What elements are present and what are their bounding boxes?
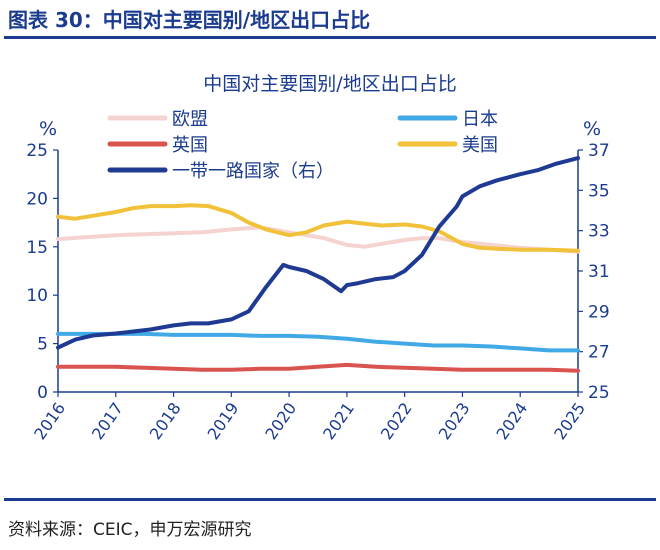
left-tick-label: 5	[37, 335, 48, 355]
x-tick-label: 2019	[204, 399, 243, 443]
right-tick-label: 31	[588, 262, 610, 282]
right-tick-label: 33	[588, 222, 610, 242]
footer-rule	[4, 498, 656, 501]
x-tick-label: 2023	[435, 399, 474, 443]
series-line-3	[56, 362, 580, 373]
left-tick-label: 20	[26, 189, 48, 209]
left-tick-label: 15	[26, 238, 48, 258]
chart-title: 中国对主要国别/地区出口占比	[203, 73, 456, 95]
legend-label-1: 欧盟	[172, 109, 208, 130]
series-line-1	[56, 225, 580, 254]
legend-label-5: 一带一路国家（右）	[172, 161, 334, 182]
x-tick-label: 2021	[319, 399, 358, 443]
left-tick-label: 0	[37, 383, 48, 403]
x-tick-label: 2025	[550, 399, 589, 443]
x-tick-label: 2024	[492, 399, 531, 443]
right-tick-label: 25	[588, 383, 610, 403]
right-tick-label: 37	[588, 141, 610, 161]
chart: 中国对主要国别/地区出口占比 % % 051015202525272931333…	[26, 73, 610, 443]
x-tick-label: 2022	[377, 399, 416, 443]
right-tick-label: 29	[588, 302, 610, 322]
series-line-5	[56, 156, 580, 350]
left-axis-unit: %	[39, 118, 57, 140]
source-note: 资料来源：CEIC，申万宏源研究	[8, 520, 252, 540]
x-tick-label: 2020	[261, 399, 300, 443]
left-tick-label: 10	[26, 286, 48, 306]
x-tick-label: 2016	[30, 399, 69, 443]
legend-label-2: 日本	[462, 109, 498, 130]
right-axis-unit: %	[583, 118, 601, 140]
left-tick-label: 25	[26, 141, 48, 161]
legend-label-4: 美国	[462, 135, 498, 156]
right-tick-label: 27	[588, 343, 610, 363]
legend-label-3: 英国	[172, 135, 208, 156]
title-rule	[4, 36, 656, 39]
x-tick-label: 2018	[146, 399, 185, 443]
series-line-2	[56, 331, 580, 353]
figure-title: 图表 30：中国对主要国别/地区出口占比	[8, 8, 371, 32]
series-line-4	[56, 203, 580, 253]
right-tick-label: 35	[588, 181, 610, 201]
x-tick-label: 2017	[88, 399, 127, 443]
